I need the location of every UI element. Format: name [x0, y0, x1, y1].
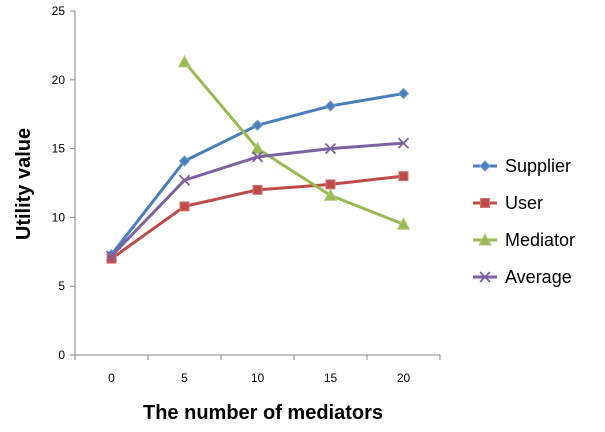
legend-label-average: Average [505, 267, 572, 287]
legend-label-supplier: Supplier [505, 156, 571, 176]
legend-marker-mediator [478, 232, 492, 246]
data-point-average [178, 174, 191, 186]
plot-area: 0 5 10 15 20 25 0 5 10 15 20 [52, 4, 441, 385]
data-point-user [398, 171, 409, 182]
data-point-user [252, 184, 263, 195]
data-point-user [325, 179, 336, 190]
y-tick-label: 0 [58, 348, 65, 362]
legend-label-mediator: Mediator [505, 230, 575, 250]
legend-marker-average [479, 271, 491, 283]
data-point-mediator [177, 54, 192, 68]
series-line-supplier [110, 92, 405, 257]
data-point-mediator [250, 141, 265, 155]
data-point-supplier [397, 87, 410, 100]
y-tick-label: 20 [52, 73, 66, 87]
x-tick-label: 20 [397, 371, 411, 385]
x-axis-title: The number of mediators [143, 402, 383, 424]
data-point-supplier [178, 155, 191, 167]
data-point-mediator [323, 188, 338, 201]
legend: Supplier User Mediator Average [473, 156, 575, 287]
data-point-supplier [324, 100, 337, 112]
legend-marker-user [480, 198, 490, 208]
y-tick-label: 10 [52, 210, 66, 224]
y-tick-label: 5 [58, 279, 65, 293]
y-axis-title: Utility value [13, 128, 35, 240]
x-tick-label: 15 [324, 371, 338, 385]
data-point-average [105, 250, 118, 262]
series-line-mediator [183, 60, 405, 226]
data-point-average [397, 137, 410, 149]
data-point-supplier [251, 119, 264, 131]
data-point-mediator [396, 217, 411, 230]
legend-marker-supplier [479, 160, 491, 172]
x-tick-label: 0 [108, 371, 115, 385]
x-tick-label: 10 [251, 371, 265, 385]
y-tick-label: 15 [52, 142, 66, 156]
legend-label-user: User [505, 193, 543, 213]
y-tick-label: 25 [52, 4, 66, 18]
x-tick-label: 5 [181, 371, 188, 385]
data-point-average [324, 142, 337, 155]
data-point-user [179, 201, 190, 212]
data-point-average [251, 151, 264, 163]
